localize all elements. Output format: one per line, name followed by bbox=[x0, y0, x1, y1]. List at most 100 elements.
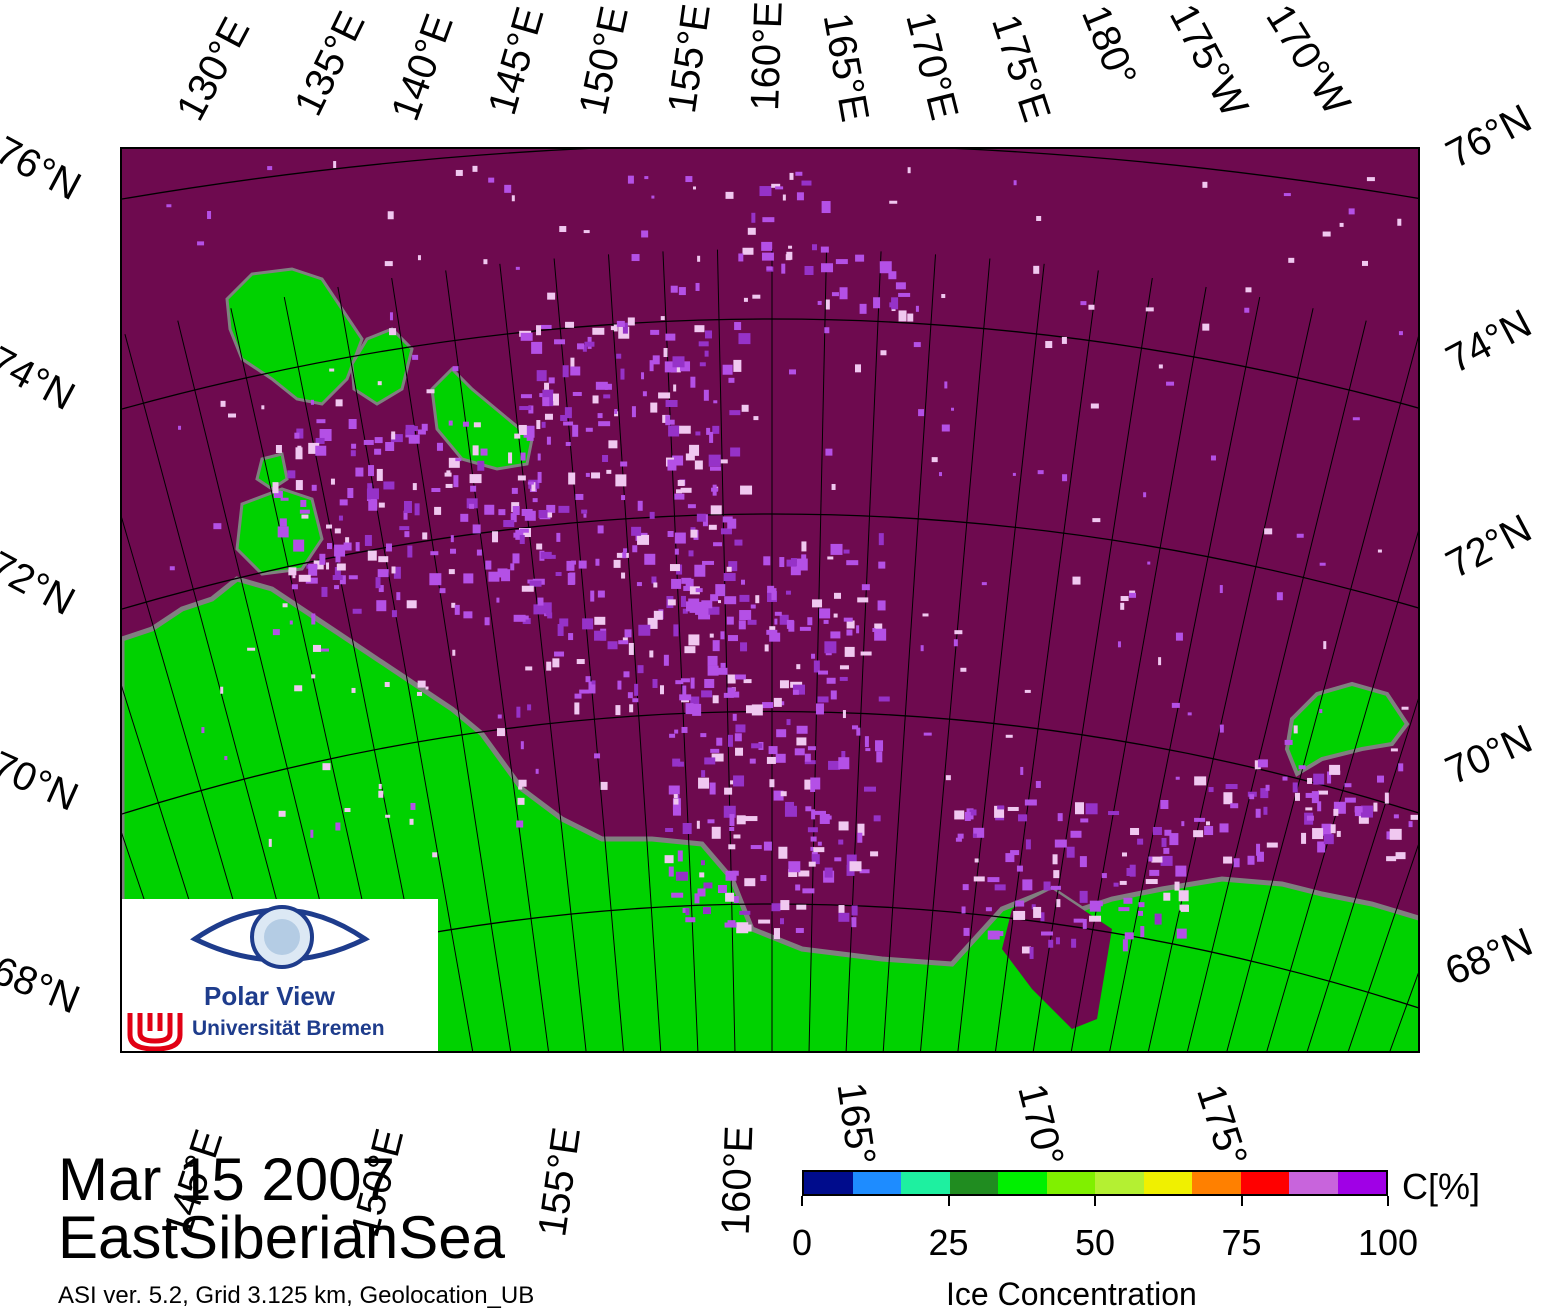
ice-floe bbox=[1181, 821, 1185, 827]
ice-floe bbox=[1344, 797, 1356, 803]
colorbar-segment bbox=[901, 1172, 950, 1194]
ice-floe bbox=[913, 342, 921, 348]
ice-floe bbox=[295, 480, 303, 491]
meridian-line bbox=[1070, 286, 1207, 1051]
ice-floe bbox=[865, 748, 871, 752]
ice-floe bbox=[1079, 890, 1088, 903]
ice-floe bbox=[664, 855, 674, 864]
ice-floe bbox=[779, 557, 785, 568]
ice-floe bbox=[606, 469, 612, 474]
left-lat-label: 72°N bbox=[0, 543, 82, 625]
ice-floe bbox=[804, 753, 811, 762]
ice-floe bbox=[616, 320, 625, 327]
ice-floe bbox=[660, 316, 665, 321]
ice-floe bbox=[964, 811, 971, 821]
bottom-lon-label: 165° bbox=[828, 1079, 884, 1168]
ice-floe bbox=[552, 393, 559, 406]
ice-floe bbox=[723, 573, 736, 582]
ice-floe bbox=[1062, 474, 1068, 482]
ice-floe bbox=[674, 532, 686, 544]
ice-floe bbox=[1163, 847, 1170, 854]
ice-floe bbox=[762, 217, 775, 223]
ice-floe bbox=[1041, 931, 1054, 936]
ice-floe bbox=[688, 550, 694, 557]
ice-floe bbox=[827, 556, 834, 560]
ice-floe bbox=[582, 344, 587, 352]
ice-floe bbox=[1031, 904, 1036, 910]
ice-floe bbox=[321, 586, 328, 597]
ice-floe bbox=[675, 871, 688, 881]
ice-floe bbox=[685, 908, 690, 916]
ice-floe bbox=[412, 354, 419, 360]
ice-floe bbox=[497, 714, 502, 719]
ice-floe bbox=[404, 531, 410, 538]
ice-floe bbox=[389, 328, 397, 336]
ice-floe bbox=[1176, 928, 1187, 939]
ice-floe bbox=[631, 254, 640, 262]
ice-floe bbox=[1210, 455, 1216, 461]
ice-floe bbox=[375, 577, 381, 589]
ice-floe bbox=[564, 407, 572, 419]
ice-floe bbox=[460, 513, 469, 522]
ice-floe bbox=[747, 619, 757, 625]
ice-floe bbox=[915, 305, 919, 312]
ice-floe bbox=[825, 448, 833, 456]
ice-floe bbox=[406, 600, 417, 609]
colorbar-tickmark bbox=[1240, 1196, 1243, 1206]
ice-floe bbox=[1050, 885, 1061, 890]
ice-floe bbox=[973, 876, 985, 882]
ice-floe bbox=[1120, 602, 1125, 610]
ice-floe bbox=[378, 502, 385, 508]
ice-floe bbox=[1138, 910, 1144, 916]
ice-floe bbox=[1016, 865, 1023, 872]
ice-floe bbox=[649, 360, 654, 372]
ice-floe bbox=[622, 637, 628, 642]
ice-floe bbox=[1007, 806, 1019, 811]
ice-floe bbox=[1187, 712, 1192, 716]
ice-floe bbox=[961, 906, 966, 914]
ice-floe bbox=[515, 266, 520, 270]
ice-floe bbox=[838, 839, 844, 845]
ice-floe bbox=[343, 542, 352, 551]
colorbar-tick-label: 0 bbox=[792, 1222, 813, 1263]
ice-floe bbox=[907, 167, 911, 174]
ice-floe bbox=[780, 918, 785, 925]
ice-floe bbox=[680, 595, 686, 607]
ice-floe bbox=[707, 819, 715, 824]
ice-floe bbox=[825, 299, 830, 310]
ice-floe bbox=[780, 791, 787, 797]
ice-floe bbox=[1305, 807, 1313, 811]
ice-floe bbox=[448, 420, 453, 426]
ice-floe bbox=[873, 815, 881, 822]
ice-floe bbox=[710, 594, 719, 602]
ice-floe bbox=[876, 751, 883, 763]
ice-floe bbox=[472, 165, 478, 172]
ice-floe bbox=[1126, 867, 1132, 876]
ice-floe bbox=[786, 719, 791, 726]
ice-floe bbox=[540, 324, 552, 329]
ice-floe bbox=[512, 506, 520, 516]
ice-floe bbox=[472, 524, 481, 534]
ice-floe bbox=[1122, 852, 1128, 857]
ice-floe bbox=[855, 364, 862, 373]
ice-floe bbox=[685, 453, 695, 461]
ice-floe bbox=[1255, 808, 1261, 818]
colorbar-segment bbox=[1095, 1172, 1144, 1194]
ice-floe bbox=[813, 660, 820, 673]
ice-floe bbox=[641, 372, 645, 380]
ice-floe bbox=[518, 786, 523, 790]
ice-floe bbox=[1194, 776, 1207, 786]
ice-floe bbox=[335, 822, 341, 831]
ice-floe bbox=[1015, 900, 1025, 907]
ice-floe bbox=[828, 760, 841, 770]
ice-floe bbox=[391, 431, 396, 440]
ice-floe bbox=[1386, 856, 1397, 862]
ice-floe bbox=[819, 608, 831, 619]
ice-floe bbox=[677, 479, 685, 486]
ice-floe bbox=[838, 757, 850, 770]
ice-floe bbox=[1045, 341, 1053, 349]
ice-floe bbox=[824, 641, 837, 654]
ice-floe bbox=[698, 341, 709, 347]
ice-floe bbox=[1317, 790, 1328, 795]
ice-floe bbox=[632, 698, 639, 703]
